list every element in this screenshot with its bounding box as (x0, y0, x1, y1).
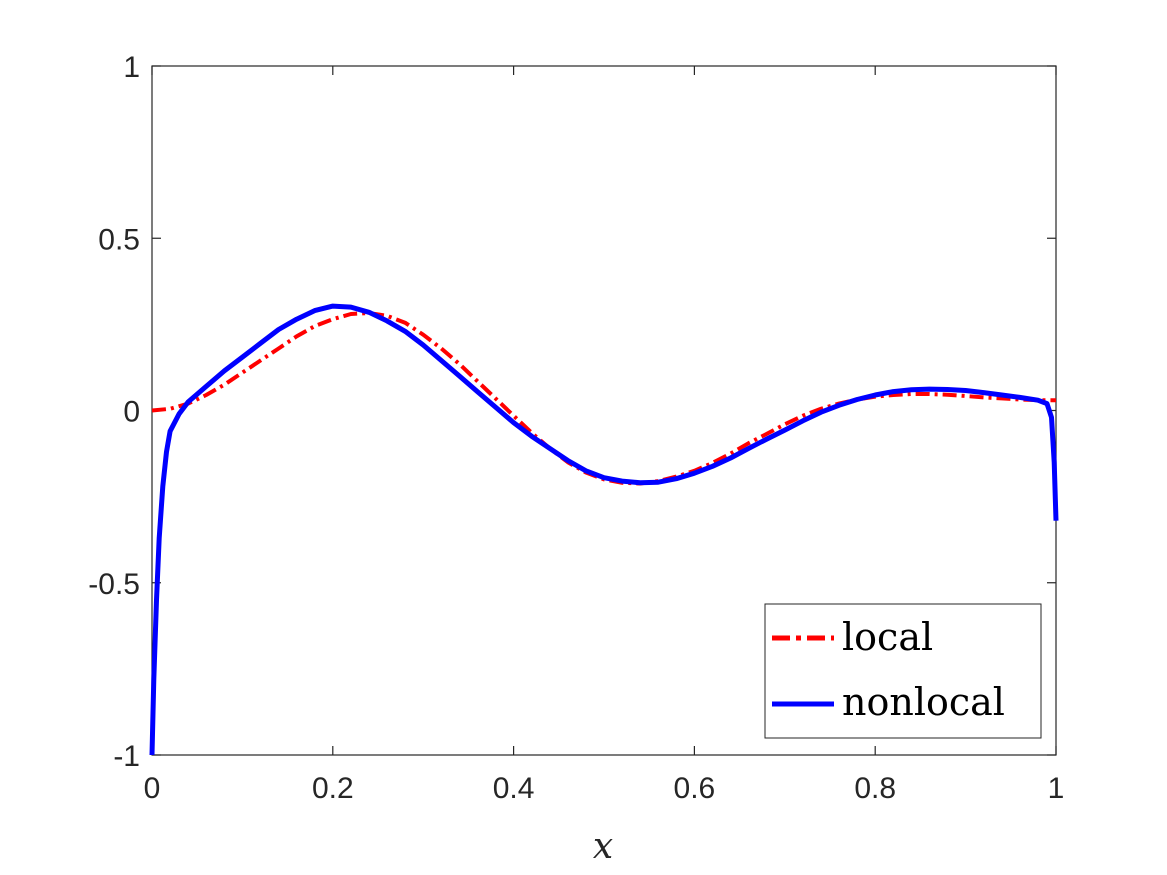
x-tick-label: 0.8 (854, 772, 896, 805)
x-tick-label: 0.2 (312, 772, 354, 805)
legend-label-local: local (842, 615, 933, 659)
x-tick-label: 1 (1048, 772, 1065, 805)
y-tick-label: 0 (123, 396, 140, 429)
series-lines (149, 303, 1059, 756)
x-tick-label: 0.4 (493, 772, 535, 805)
y-tick-label: 0.5 (98, 223, 140, 256)
y-tick-label: -1 (113, 740, 140, 773)
legend: local nonlocal (764, 603, 1042, 739)
legend-box (764, 603, 1042, 739)
y-tick-labels: -1 -0.5 0 0.5 1 (88, 51, 140, 773)
series-line-nonlocal (149, 303, 1059, 756)
y-tick-label: 1 (123, 51, 140, 84)
x-axis-label: x (593, 826, 613, 867)
x-tick-label: 0.6 (674, 772, 716, 805)
x-tick-labels: 0 0.2 0.4 0.6 0.8 1 (144, 772, 1065, 805)
x-tick-label: 0 (144, 772, 161, 805)
legend-label-nonlocal: nonlocal (842, 680, 1005, 724)
y-tick-label: -0.5 (88, 568, 140, 601)
